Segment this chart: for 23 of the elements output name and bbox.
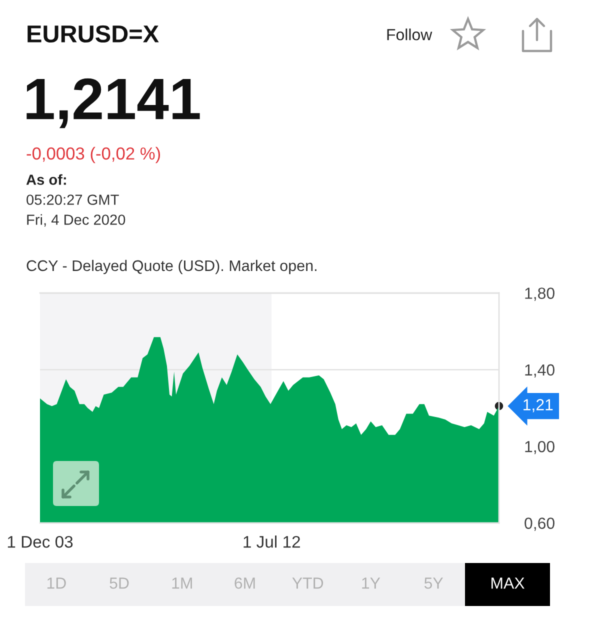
y-tick-label: 0,60	[524, 518, 554, 531]
annotation: 1,21	[524, 399, 553, 412]
text: 1,2141	[26, 78, 200, 128]
chart-subtitle: CCY - Delayed Quote (USD). Market open.	[26, 260, 316, 274]
text: -0,0003 (-0,02 %)	[26, 146, 160, 164]
text: As of:	[26, 174, 66, 185]
text: 1Y	[362, 578, 380, 589]
chart-title: EURUSD=X	[28, 25, 159, 43]
text: 1M	[172, 578, 192, 589]
text: 05:20:27 GMT	[26, 194, 119, 205]
y-tick-label: 1,80	[525, 288, 554, 301]
x-tick-label: 1 Dec 03	[8, 536, 73, 548]
text: 6M	[234, 577, 255, 589]
x-tick-label: 1 Jul 12	[244, 536, 300, 548]
text: MAX	[492, 578, 524, 589]
text: 5Y	[424, 578, 443, 589]
text: YTD	[292, 578, 324, 589]
y-tick-label: 1,40	[525, 364, 554, 378]
y-tick-label: 1,00	[525, 440, 554, 454]
text: 1D	[47, 578, 66, 589]
text: Follow	[387, 28, 432, 40]
text: Fri, 4 Dec 2020	[27, 214, 126, 227]
text: 5D	[110, 578, 129, 589]
